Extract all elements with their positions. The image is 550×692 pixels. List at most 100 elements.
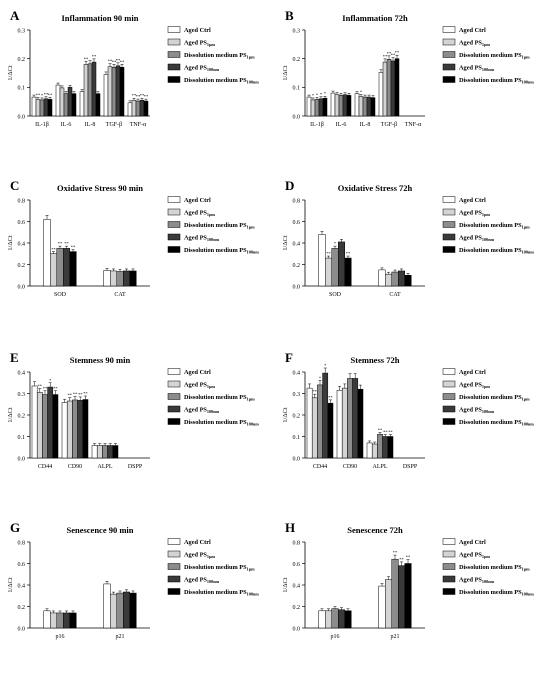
y-tick-label: 0.2 — [293, 605, 301, 611]
legend-swatch — [442, 538, 456, 545]
x-tick-label: IL-6 — [61, 122, 72, 128]
chart-title: Stemness 72h — [351, 355, 400, 365]
legend-swatch — [167, 246, 181, 253]
significance-label: ** — [83, 391, 88, 396]
bar — [63, 248, 70, 287]
significance-label: ** — [313, 389, 318, 394]
significance-label: ** — [36, 92, 41, 97]
bar — [331, 608, 339, 629]
legend-swatch — [442, 196, 456, 203]
chart-title: Oxidative Stress 90 min — [57, 183, 143, 193]
significance-label: * — [360, 90, 363, 95]
bar — [378, 72, 384, 117]
legend-label: Dissolution medium PS1µm — [184, 52, 255, 60]
bar — [119, 67, 125, 117]
x-tick-label: IL-1β — [35, 122, 49, 128]
bar — [366, 442, 373, 459]
bar — [39, 99, 45, 117]
panel-letter: E — [10, 350, 19, 365]
bar — [135, 100, 141, 117]
bar — [354, 93, 360, 117]
y-tick-label: 0.8 — [18, 540, 26, 546]
significance-label: ** — [383, 54, 388, 59]
significance-label: ** — [399, 557, 404, 562]
significance-label: ** — [73, 391, 78, 396]
bar — [306, 96, 312, 117]
x-tick-label: IL-8 — [360, 122, 371, 128]
significance-label: * — [324, 363, 327, 368]
bar — [82, 399, 89, 459]
legend-swatch — [167, 76, 181, 83]
bar — [115, 65, 121, 117]
legend-label: Aged Ctrl — [184, 197, 211, 204]
bar — [87, 63, 93, 117]
bar — [110, 593, 117, 629]
bar — [43, 219, 51, 287]
significance-label: ** — [378, 427, 383, 432]
bar — [311, 397, 318, 459]
bar — [67, 87, 73, 117]
legend-label: Aged PS100nm — [184, 577, 220, 585]
legend-swatch — [167, 550, 181, 558]
x-tick-label: DSPP — [403, 464, 418, 470]
y-axis-label: 1/ΔCt — [7, 407, 14, 423]
y-tick-label: 0.4 — [18, 583, 26, 589]
legend-swatch — [442, 26, 456, 33]
legend-label: Aged Ctrl — [459, 369, 486, 376]
y-axis-label: 1/ΔCt — [282, 65, 289, 81]
significance-label: ** — [38, 383, 43, 388]
legend-swatch — [167, 26, 181, 33]
bar — [129, 270, 137, 287]
x-tick-label: p21 — [116, 634, 125, 640]
bar — [95, 93, 101, 117]
legend-label: Dissolution medium PS100nm — [459, 77, 534, 85]
legend-label: Aged Ctrl — [184, 539, 211, 546]
legend-label: Dissolution medium PS1µm — [459, 222, 530, 230]
legend-swatch — [442, 575, 456, 583]
legend-label: Dissolution medium PS1µm — [459, 52, 530, 60]
bar — [43, 610, 51, 629]
bar — [103, 270, 111, 287]
bar — [398, 270, 405, 287]
bar — [96, 445, 103, 459]
legend-swatch — [167, 538, 181, 545]
bar — [378, 585, 386, 629]
bar — [56, 248, 64, 287]
y-tick-label: 0.6 — [293, 562, 301, 568]
legend-label: Aged PS100nm — [459, 577, 495, 585]
legend-swatch — [442, 563, 456, 570]
legend-swatch — [442, 51, 456, 58]
legend-label: Dissolution medium PS100nm — [459, 589, 534, 597]
y-axis-label: 1/ΔCt — [282, 577, 289, 593]
panel-letter: H — [285, 520, 295, 535]
bar — [385, 579, 392, 629]
x-tick-label: CAT — [114, 292, 126, 298]
bar — [322, 97, 328, 117]
bar — [47, 386, 54, 459]
bar — [338, 95, 344, 117]
significance-label: ** — [391, 53, 396, 58]
legend-swatch — [442, 550, 456, 558]
bar — [341, 387, 348, 459]
x-tick-label: CD90 — [68, 464, 82, 470]
legend-swatch — [167, 63, 181, 71]
y-tick-label: 0.0 — [293, 456, 301, 462]
bar — [385, 273, 392, 287]
legend-swatch — [442, 221, 456, 228]
bar — [91, 61, 97, 117]
legend-label: Dissolution medium PS100nm — [184, 247, 259, 255]
bar — [112, 445, 119, 459]
bar — [386, 58, 392, 117]
chart-panel-h: H Senescence 72h 0.0 0.2 0.4 0.6 0.8 1/ΔCt p16 **… — [282, 520, 534, 640]
bar — [72, 399, 78, 459]
bar — [116, 271, 124, 287]
legend-label: Aged PS1µm — [184, 382, 215, 390]
bar — [36, 392, 43, 459]
significance-label: * — [312, 93, 315, 98]
bar — [56, 612, 64, 629]
y-tick-label: 0.0 — [293, 114, 301, 120]
y-tick-label: 0.0 — [18, 114, 26, 120]
significance-label: ** — [346, 251, 351, 256]
panel-letter: G — [10, 520, 20, 535]
